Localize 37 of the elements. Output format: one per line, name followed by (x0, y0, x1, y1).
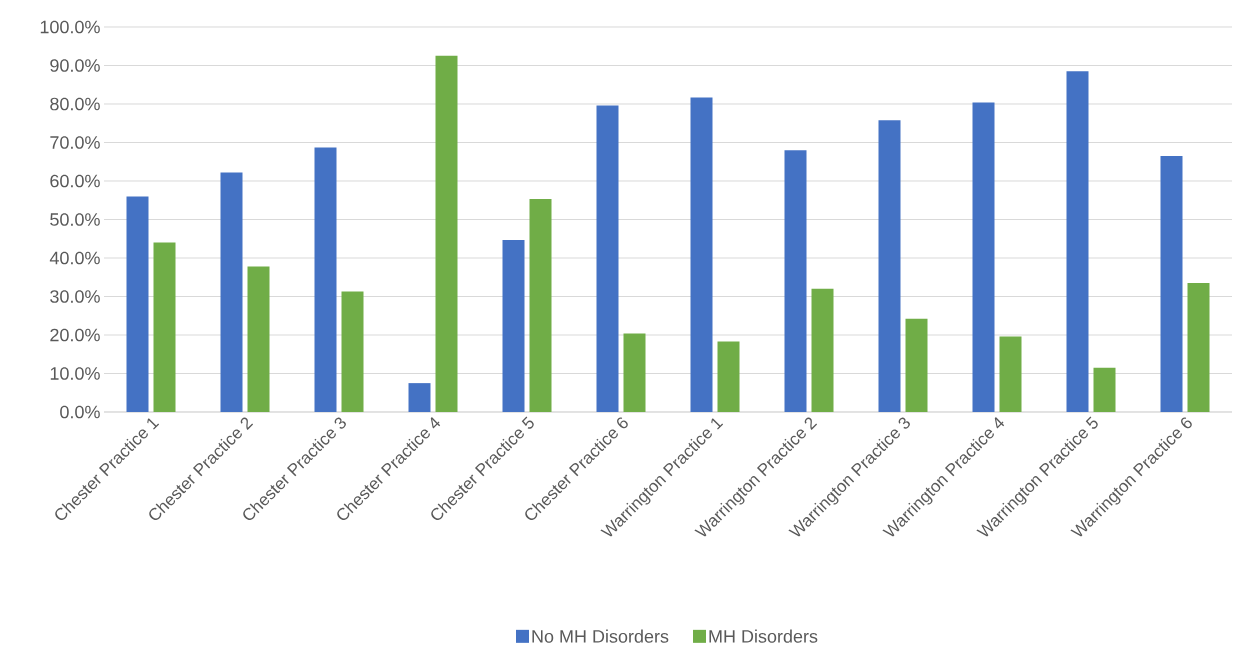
bar (596, 105, 619, 412)
bar (972, 102, 995, 412)
legend-label: No MH Disorders (532, 629, 669, 643)
bar (220, 172, 243, 412)
bar (623, 333, 646, 412)
bar (999, 336, 1022, 412)
y-tick-label: 0.0% (60, 405, 100, 419)
bar (1093, 367, 1116, 412)
bar (690, 97, 713, 412)
bar (905, 318, 928, 412)
bar (435, 55, 458, 412)
bar (1187, 283, 1210, 412)
y-tick-label: 80.0% (50, 97, 100, 111)
bar (341, 291, 364, 412)
y-tick-label: 50.0% (50, 213, 100, 226)
bar (784, 150, 807, 412)
bar (1160, 155, 1183, 412)
y-tick-label: 100.0% (40, 20, 100, 34)
bar (1066, 71, 1089, 412)
y-tick-label: 20.0% (50, 328, 100, 342)
y-tick-label: 30.0% (50, 290, 100, 303)
bar (529, 199, 552, 412)
bar (408, 383, 431, 412)
bar (153, 242, 176, 412)
bar (878, 120, 901, 412)
y-tick-label: 10.0% (50, 367, 100, 380)
bar (811, 288, 834, 412)
y-tick-label: 90.0% (50, 59, 100, 72)
bar (717, 341, 740, 412)
legend-label: MH Disorders (709, 629, 818, 643)
y-tick-label: 60.0% (50, 174, 100, 188)
bar (502, 239, 525, 412)
bar (314, 147, 337, 412)
bar (126, 196, 149, 412)
y-tick-label: 70.0% (50, 136, 100, 149)
y-tick-label: 40.0% (49, 251, 100, 265)
bar (247, 266, 270, 412)
